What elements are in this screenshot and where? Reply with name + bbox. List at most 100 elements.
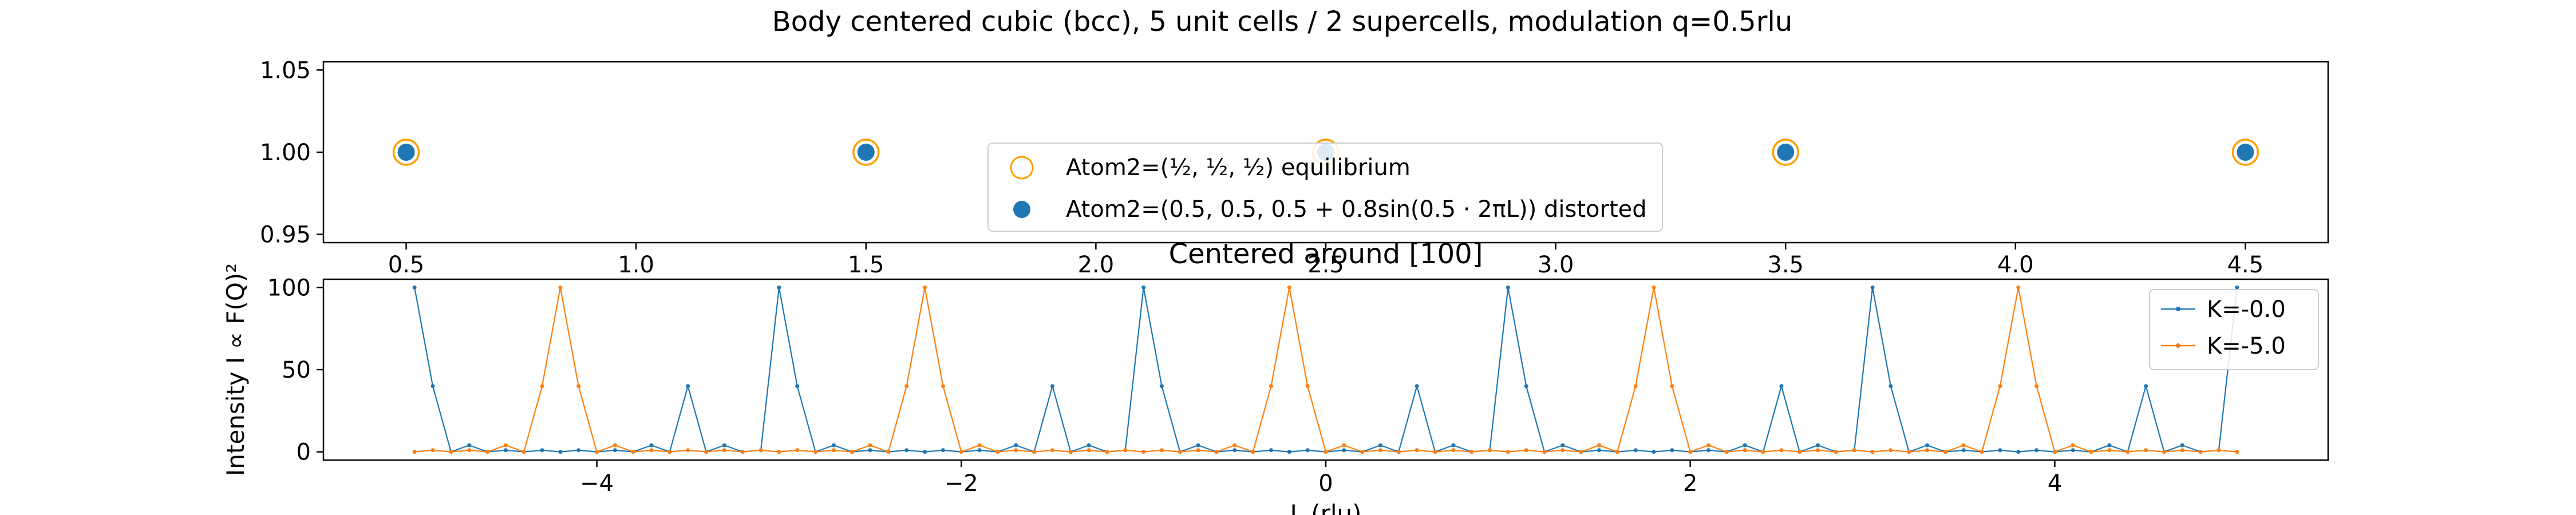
series-point-k5 — [1597, 443, 1602, 447]
legend-marker-equilibrium — [1010, 156, 1034, 180]
series-point-k5 — [923, 285, 927, 290]
series-point-k5 — [1433, 450, 1437, 454]
intensity-y-tick-label: 0 — [297, 439, 311, 466]
series-point-k0 — [831, 443, 836, 447]
series-point-k0 — [503, 448, 508, 453]
series-point-k5 — [1214, 450, 1219, 454]
series-point-k0 — [1743, 443, 1747, 447]
series-point-k0 — [868, 448, 872, 453]
series-point-k5 — [1032, 450, 1037, 454]
series-point-k5 — [2217, 448, 2221, 453]
intensity-y-ticks: 0 50 100 — [267, 275, 323, 466]
series-point-k5 — [1287, 285, 1291, 290]
series-point-k0 — [722, 443, 726, 447]
scatter-x-ticks: 0.5 1.0 1.5 2.0 2.5 3.0 3.5 4.0 4.5 — [388, 243, 2263, 278]
series-point-k5 — [831, 448, 836, 453]
series-point-k0 — [1925, 443, 1930, 447]
intensity-plot-area — [322, 278, 2329, 461]
series-point-k5 — [850, 450, 854, 454]
intensity-x-ticks: −4 −2 0 2 4 — [580, 460, 2062, 497]
series-point-k0 — [1159, 384, 1164, 389]
series-point-k0 — [1378, 443, 1383, 447]
series-point-k0 — [1888, 384, 1893, 389]
distorted-point — [1777, 144, 1795, 161]
series-point-k5 — [1761, 450, 1765, 454]
series-point-k5 — [558, 285, 563, 290]
series-point-k0 — [1451, 443, 1456, 447]
scatter-panel: 0.95 1.00 1.05 0.5 1.0 1.5 2.0 2.5 3.0 3.5 4.0 4.5… — [260, 57, 2329, 278]
series-point-k5 — [1688, 450, 1693, 454]
series-point-k5 — [1105, 450, 1109, 454]
series-point-k5 — [1014, 448, 1018, 453]
intensity-lines — [412, 285, 2239, 454]
legend-marker-k0 — [2176, 307, 2180, 311]
series-point-k5 — [2052, 450, 2057, 454]
series-point-k0 — [1305, 448, 1310, 453]
series-point-k5 — [540, 384, 544, 389]
series-point-k5 — [521, 450, 526, 454]
legend-label-equilibrium: Atom2=(½, ½, ½) equilibrium — [1066, 154, 1411, 181]
scatter-x-tick-label: 3.5 — [1767, 252, 1804, 278]
intensity-panel-title: Centered around [100] — [1169, 238, 1483, 270]
series-point-k5 — [2144, 448, 2148, 453]
intensity-x-tick-label: 4 — [2048, 470, 2062, 497]
series-point-k0 — [1670, 448, 1674, 453]
series-point-k5 — [704, 450, 709, 454]
series-point-k5 — [941, 384, 945, 389]
series-point-k5 — [1068, 450, 1073, 454]
series-point-k5 — [1615, 450, 1619, 454]
series-point-k5 — [412, 450, 417, 454]
scatter-y-tick-label: 1.05 — [260, 57, 311, 84]
series-point-k0 — [1196, 443, 1200, 447]
scatter-x-tick-label: 3.0 — [1538, 252, 1574, 278]
equilibrium-point — [392, 138, 420, 166]
figure-title: Body centered cubic (bcc), 5 unit cells … — [772, 6, 1792, 38]
series-point-k0 — [1870, 285, 1875, 290]
series-point-k5 — [740, 450, 745, 454]
series-point-k5 — [1724, 450, 1729, 454]
series-point-k0 — [2034, 448, 2039, 453]
series-point-k5 — [1870, 450, 1875, 454]
intensity-y-axis-label: Intensity I ∝ F(Q)² — [222, 263, 250, 476]
series-point-k0 — [2107, 443, 2112, 447]
series-point-k0 — [1779, 384, 1784, 389]
series-point-k5 — [1360, 450, 1365, 454]
series-point-k5 — [1560, 448, 1565, 453]
series-point-k5 — [722, 448, 726, 453]
series-point-k5 — [868, 443, 872, 447]
series-point-k5 — [631, 450, 635, 454]
series-point-k0 — [430, 384, 435, 389]
series-point-k0 — [1706, 448, 1711, 453]
series-point-k0 — [558, 450, 563, 454]
scatter-y-tick-label: 1.00 — [260, 140, 311, 166]
series-point-k0 — [1014, 443, 1018, 447]
series-point-k0 — [1415, 384, 1419, 389]
series-point-k5 — [959, 450, 963, 454]
series-point-k5 — [1743, 448, 1747, 453]
series-point-k0 — [2180, 443, 2184, 447]
intensity-y-tick-label: 100 — [267, 275, 311, 301]
series-point-k5 — [2235, 450, 2239, 454]
series-point-k5 — [485, 450, 490, 454]
scatter-marks — [392, 138, 2259, 166]
series-point-k5 — [2089, 450, 2093, 454]
series-point-k0 — [977, 448, 982, 453]
series-point-k5 — [1961, 443, 1966, 447]
series-point-k5 — [1269, 384, 1273, 389]
series-point-k0 — [1269, 448, 1273, 453]
series-point-k5 — [2107, 448, 2112, 453]
series-point-k0 — [795, 384, 800, 389]
series-point-k5 — [1141, 450, 1146, 454]
series-point-k0 — [1506, 285, 1510, 290]
series-point-k5 — [2198, 450, 2203, 454]
series-point-k5 — [1907, 450, 1911, 454]
series-point-k5 — [795, 448, 800, 453]
series-point-k5 — [449, 450, 453, 454]
series-point-k5 — [1542, 450, 1547, 454]
series-point-k5 — [667, 450, 672, 454]
series-point-k0 — [941, 448, 945, 453]
series-point-k5 — [2180, 448, 2184, 453]
series-point-k5 — [1159, 448, 1164, 453]
series-point-k5 — [1925, 448, 1930, 453]
